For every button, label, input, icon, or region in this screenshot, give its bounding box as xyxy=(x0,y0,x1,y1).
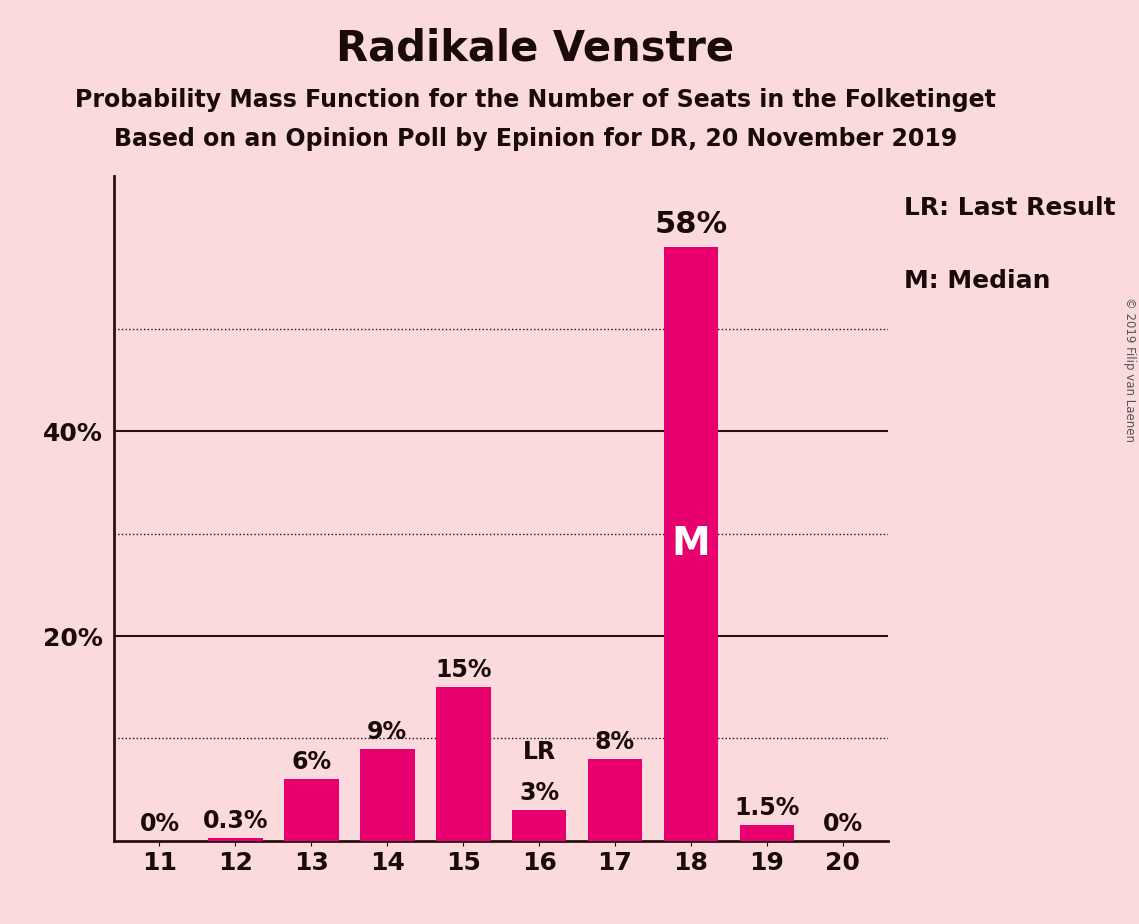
Text: LR: Last Result: LR: Last Result xyxy=(904,196,1115,220)
Text: Based on an Opinion Poll by Epinion for DR, 20 November 2019: Based on an Opinion Poll by Epinion for … xyxy=(114,127,957,151)
Text: Probability Mass Function for the Number of Seats in the Folketinget: Probability Mass Function for the Number… xyxy=(75,88,995,112)
Bar xyxy=(739,825,794,841)
Text: 0%: 0% xyxy=(822,811,863,835)
Text: 3%: 3% xyxy=(519,781,559,805)
Text: 8%: 8% xyxy=(595,730,636,754)
Bar xyxy=(284,780,338,841)
Text: 1.5%: 1.5% xyxy=(735,796,800,821)
Bar xyxy=(360,748,415,841)
Text: 0.3%: 0.3% xyxy=(203,808,268,833)
Text: LR: LR xyxy=(523,740,556,764)
Text: M: Median: M: Median xyxy=(904,269,1050,293)
Text: 58%: 58% xyxy=(655,210,728,239)
Text: 0%: 0% xyxy=(139,811,180,835)
Bar xyxy=(511,810,566,841)
Text: 9%: 9% xyxy=(367,720,408,744)
Text: M: M xyxy=(672,525,711,563)
Text: 15%: 15% xyxy=(435,658,491,682)
Text: © 2019 Filip van Laenen: © 2019 Filip van Laenen xyxy=(1123,298,1137,442)
Bar xyxy=(436,687,491,841)
Text: Radikale Venstre: Radikale Venstre xyxy=(336,28,735,69)
Bar xyxy=(664,248,719,841)
Bar xyxy=(588,759,642,841)
Bar xyxy=(208,838,263,841)
Text: 6%: 6% xyxy=(292,750,331,774)
